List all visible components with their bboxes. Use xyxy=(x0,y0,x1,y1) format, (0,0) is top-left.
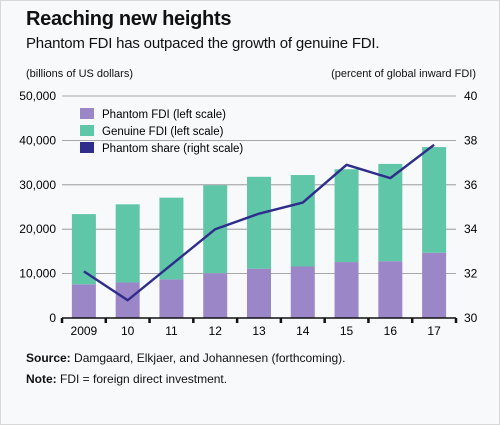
right-tick-label: 34 xyxy=(464,222,478,236)
x-tick-label: 12 xyxy=(209,324,223,338)
bar-genuine-fdi xyxy=(378,163,403,262)
line-phantom-share xyxy=(83,143,435,302)
bar-genuine-fdi xyxy=(334,169,359,263)
right-tick-label: 38 xyxy=(464,133,478,147)
legend-swatch xyxy=(80,125,94,136)
bar-phantom-fdi xyxy=(378,261,403,318)
bar-phantom-fdi xyxy=(290,266,315,318)
bar-genuine-fdi xyxy=(247,176,271,269)
x-tick-label: 16 xyxy=(384,324,398,338)
left-tick-label: 0 xyxy=(49,311,56,325)
note-text: FDI = foreign direct investment. xyxy=(60,372,228,386)
source-label: Source: xyxy=(26,351,71,365)
left-axis-unit: (billions of US dollars) xyxy=(26,68,133,80)
x-tick-label: 14 xyxy=(296,324,310,338)
chart-subtitle: Phantom FDI has outpaced the growth of g… xyxy=(26,35,380,52)
left-tick-label: 40,000 xyxy=(19,133,56,147)
x-tick-label: 2009 xyxy=(71,324,98,338)
x-tick-label: 11 xyxy=(165,324,178,338)
left-tick-label: 30,000 xyxy=(19,178,56,192)
right-tick-label: 36 xyxy=(464,178,478,192)
left-tick-label: 10,000 xyxy=(19,267,56,281)
source-text: Damgaard, Elkjaer, and Johannesen (forth… xyxy=(74,351,346,365)
bar-phantom-fdi xyxy=(334,262,359,318)
bar-phantom-fdi xyxy=(71,284,96,318)
bar-phantom-fdi xyxy=(247,268,271,318)
bar-genuine-fdi xyxy=(115,204,140,283)
x-tick-label: 10 xyxy=(121,324,135,338)
bar-phantom-fdi xyxy=(159,279,184,318)
left-tick-label: 50,000 xyxy=(19,89,56,103)
bar-genuine-fdi xyxy=(71,214,96,285)
bar-phantom-fdi xyxy=(203,273,228,318)
right-axis-unit: (percent of global inward FDI) xyxy=(331,68,476,80)
right-tick-label: 32 xyxy=(464,267,478,281)
source-line: Source: Damgaard, Elkjaer, and Johannese… xyxy=(26,351,346,365)
right-tick-label: 40 xyxy=(464,89,478,103)
legend-label: Phantom FDI (left scale) xyxy=(102,109,226,121)
left-tick-label: 20,000 xyxy=(19,222,56,236)
x-tick-label: 13 xyxy=(252,324,266,338)
bar-phantom-fdi xyxy=(422,252,447,318)
legend-label: Genuine FDI (left scale) xyxy=(102,126,224,138)
bar-genuine-fdi xyxy=(422,147,447,253)
note-label: Note: xyxy=(26,372,57,386)
x-tick-label: 15 xyxy=(340,324,354,338)
legend-swatch xyxy=(80,142,94,153)
chart-title: Reaching new heights xyxy=(26,8,232,30)
note-line: Note: FDI = foreign direct investment. xyxy=(26,372,227,386)
bar-genuine-fdi xyxy=(290,175,315,267)
bar-genuine-fdi xyxy=(159,197,184,280)
x-tick-label: 17 xyxy=(427,324,441,338)
legend-label: Phantom share (right scale) xyxy=(102,143,243,155)
legend-swatch xyxy=(80,108,94,119)
right-tick-label: 30 xyxy=(464,311,478,325)
